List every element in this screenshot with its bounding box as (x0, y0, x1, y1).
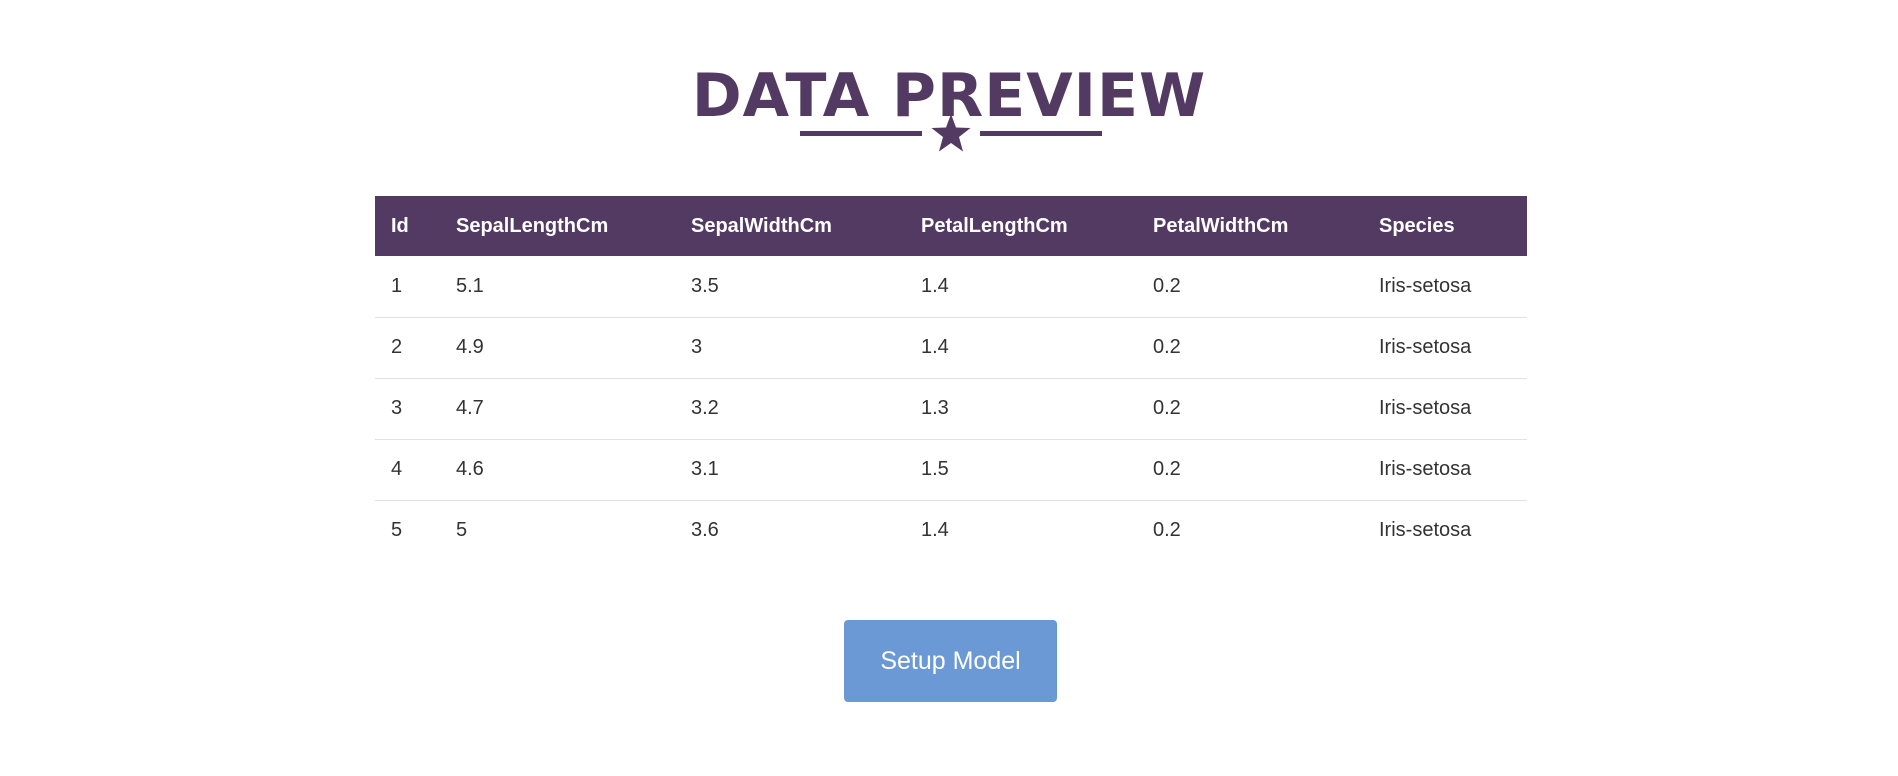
table-cell: 1.5 (905, 439, 1137, 501)
column-header-petal-length: PetalLengthCm (905, 196, 1137, 256)
table-cell: Iris-setosa (1363, 256, 1527, 318)
column-header-sepal-length: SepalLengthCm (440, 196, 675, 256)
table-cell: 4.9 (440, 317, 675, 379)
table-cell: 4 (375, 439, 440, 501)
table-header-row: Id SepalLengthCm SepalWidthCm PetalLengt… (375, 196, 1527, 256)
table-cell: Iris-setosa (1363, 378, 1527, 440)
table-cell: 2 (375, 317, 440, 379)
data-preview-table: Id SepalLengthCm SepalWidthCm PetalLengt… (375, 196, 1527, 561)
table-cell: 5.1 (440, 256, 675, 318)
divider-line-right (980, 131, 1102, 136)
star-icon (931, 114, 971, 152)
table-cell: 3 (675, 317, 905, 379)
table-cell: 0.2 (1137, 317, 1363, 379)
column-header-sepal-width: SepalWidthCm (675, 196, 905, 256)
table-row: 5 5 3.6 1.4 0.2 Iris-setosa (375, 500, 1527, 561)
table-cell: 3 (375, 378, 440, 440)
table-row: 4 4.6 3.1 1.5 0.2 Iris-setosa (375, 439, 1527, 501)
table-row: 2 4.9 3 1.4 0.2 Iris-setosa (375, 317, 1527, 379)
column-header-id: Id (375, 196, 440, 256)
table-cell: Iris-setosa (1363, 317, 1527, 379)
table-cell: 0.2 (1137, 378, 1363, 440)
setup-model-button[interactable]: Setup Model (844, 620, 1057, 702)
table-cell: Iris-setosa (1363, 439, 1527, 501)
table-cell: 4.6 (440, 439, 675, 501)
table-cell: 3.2 (675, 378, 905, 440)
table-cell: 1.4 (905, 256, 1137, 318)
table-cell: 3.6 (691, 519, 719, 542)
title-divider (800, 112, 1102, 156)
page-title: DATA PREVIEW (691, 61, 1207, 132)
table-cell: 4.7 (440, 378, 675, 440)
table-cell: 1.4 (921, 519, 949, 542)
table-cell: 3.5 (675, 256, 905, 318)
table-cell: 1 (375, 256, 440, 318)
table-cell: 0.2 (1137, 439, 1363, 501)
divider-line-left (800, 131, 922, 136)
table-row: 3 4.7 3.2 1.3 0.2 Iris-setosa (375, 378, 1527, 440)
table-cell: 1.3 (905, 378, 1137, 440)
table-cell: 0.2 (1137, 256, 1363, 318)
table-cell: 5 (456, 519, 468, 542)
table-cell: Iris-setosa (1379, 519, 1472, 542)
table-row: 1 5.1 3.5 1.4 0.2 Iris-setosa (375, 256, 1527, 318)
table-cell: 3.1 (675, 439, 905, 501)
column-header-petal-width: PetalWidthCm (1137, 196, 1363, 256)
table-cell: 1.4 (905, 317, 1137, 379)
column-header-species: Species (1363, 196, 1527, 256)
table-cell: 5 (391, 519, 403, 542)
table-cell: 0.2 (1153, 519, 1181, 542)
